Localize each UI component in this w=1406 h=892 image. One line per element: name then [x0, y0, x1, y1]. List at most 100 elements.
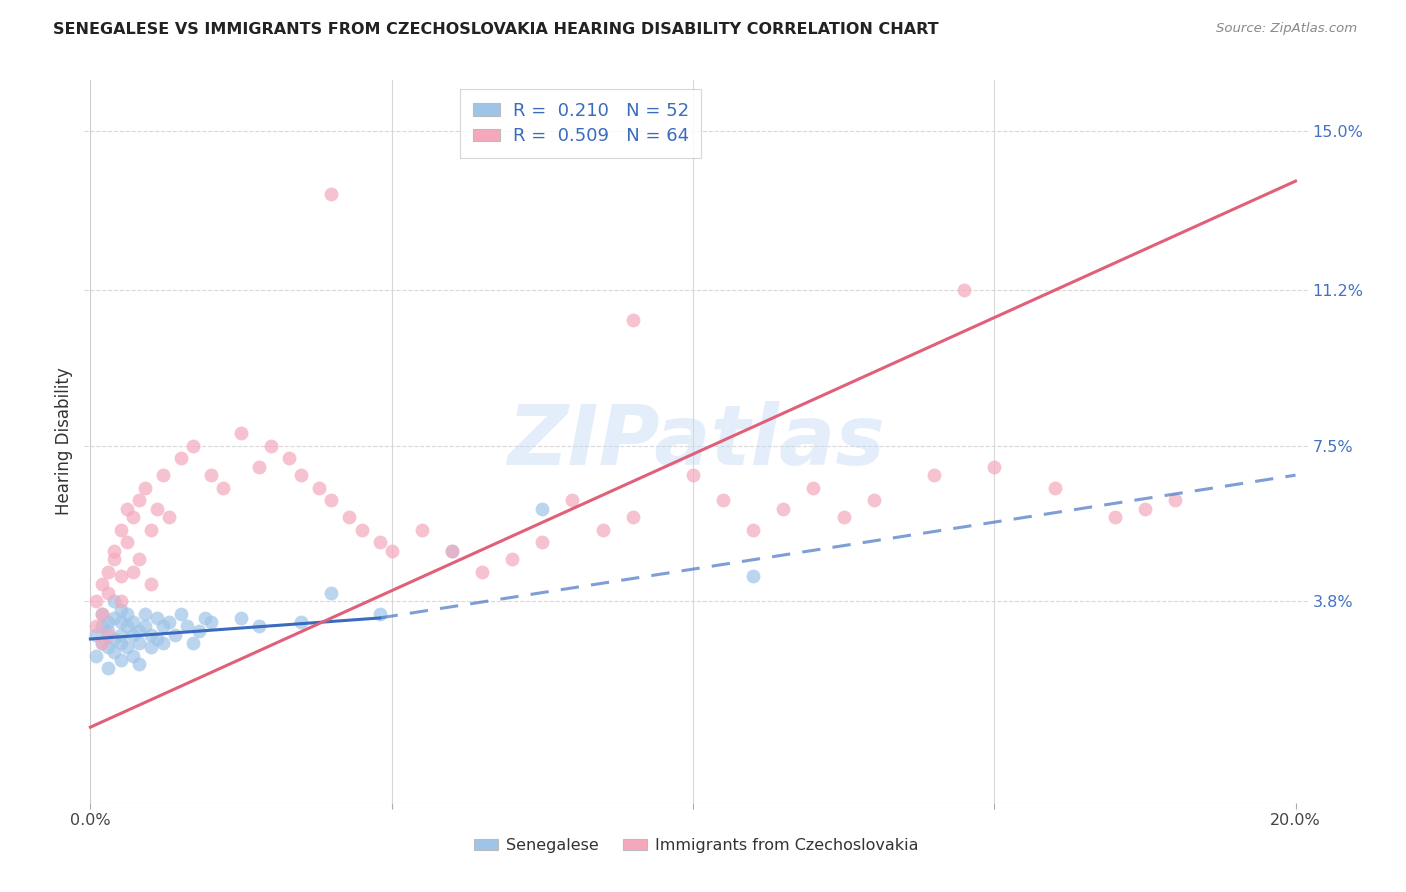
Point	[368, 535, 391, 549]
Point	[145, 501, 167, 516]
Point	[181, 636, 204, 650]
Point	[290, 468, 312, 483]
Point	[134, 619, 156, 633]
Point	[139, 523, 162, 537]
Point	[1043, 481, 1066, 495]
Point	[128, 493, 150, 508]
Point	[803, 481, 825, 495]
Point	[290, 615, 312, 630]
Point	[157, 510, 180, 524]
Point	[110, 523, 132, 537]
Point	[128, 657, 150, 672]
Point	[170, 607, 193, 621]
Point	[110, 569, 132, 583]
Point	[110, 628, 132, 642]
Point	[321, 186, 343, 201]
Point	[115, 501, 138, 516]
Point	[134, 607, 156, 621]
Point	[772, 501, 794, 516]
Point	[471, 565, 494, 579]
Point	[121, 510, 143, 524]
Point	[339, 510, 361, 524]
Point	[91, 636, 114, 650]
Point	[163, 628, 186, 642]
Point	[321, 493, 343, 508]
Point	[91, 619, 114, 633]
Point	[86, 594, 108, 608]
Legend: Senegalese, Immigrants from Czechoslovakia: Senegalese, Immigrants from Czechoslovak…	[468, 832, 924, 860]
Point	[97, 624, 120, 638]
Point	[1133, 501, 1156, 516]
Point	[440, 543, 463, 558]
Point	[121, 648, 143, 663]
Point	[621, 312, 644, 326]
Point	[115, 640, 138, 655]
Point	[742, 569, 765, 583]
Point	[247, 459, 270, 474]
Point	[381, 543, 404, 558]
Point	[247, 619, 270, 633]
Point	[103, 552, 125, 566]
Point	[145, 611, 167, 625]
Point	[711, 493, 734, 508]
Point	[121, 615, 143, 630]
Point	[368, 607, 391, 621]
Point	[229, 611, 252, 625]
Point	[97, 586, 120, 600]
Y-axis label: Hearing Disability: Hearing Disability	[55, 368, 73, 516]
Point	[922, 468, 945, 483]
Point	[440, 543, 463, 558]
Point	[139, 577, 162, 591]
Point	[212, 481, 235, 495]
Point	[953, 283, 976, 297]
Point	[145, 632, 167, 646]
Point	[86, 619, 108, 633]
Point	[200, 615, 222, 630]
Point	[621, 510, 644, 524]
Point	[350, 523, 373, 537]
Point	[86, 648, 108, 663]
Point	[139, 640, 162, 655]
Point	[97, 640, 120, 655]
Point	[1104, 510, 1126, 524]
Text: SENEGALESE VS IMMIGRANTS FROM CZECHOSLOVAKIA HEARING DISABILITY CORRELATION CHAR: SENEGALESE VS IMMIGRANTS FROM CZECHOSLOV…	[53, 22, 939, 37]
Point	[152, 468, 174, 483]
Point	[110, 594, 132, 608]
Point	[86, 628, 108, 642]
Point	[91, 607, 114, 621]
Point	[157, 615, 180, 630]
Point	[983, 459, 1005, 474]
Text: ZIPatlas: ZIPatlas	[508, 401, 884, 482]
Point	[97, 565, 120, 579]
Point	[110, 653, 132, 667]
Point	[152, 619, 174, 633]
Point	[121, 628, 143, 642]
Point	[110, 636, 132, 650]
Point	[103, 611, 125, 625]
Point	[121, 565, 143, 579]
Point	[531, 501, 554, 516]
Point	[176, 619, 198, 633]
Point	[91, 577, 114, 591]
Point	[411, 523, 433, 537]
Point	[139, 628, 162, 642]
Point	[128, 624, 150, 638]
Point	[103, 543, 125, 558]
Point	[134, 481, 156, 495]
Point	[742, 523, 765, 537]
Point	[115, 619, 138, 633]
Point	[531, 535, 554, 549]
Point	[229, 426, 252, 441]
Point	[152, 636, 174, 650]
Point	[170, 451, 193, 466]
Point	[200, 468, 222, 483]
Point	[115, 535, 138, 549]
Point	[832, 510, 855, 524]
Point	[103, 594, 125, 608]
Point	[260, 439, 283, 453]
Point	[110, 602, 132, 616]
Point	[103, 632, 125, 646]
Point	[1164, 493, 1187, 508]
Point	[103, 644, 125, 658]
Point	[592, 523, 614, 537]
